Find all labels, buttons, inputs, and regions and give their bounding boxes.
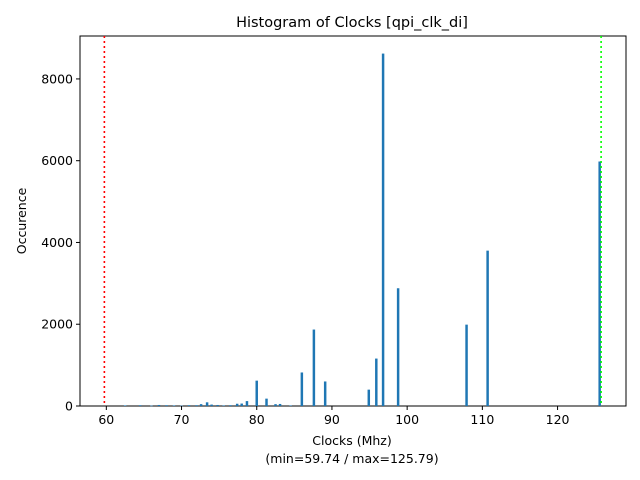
marker-lines	[103, 36, 602, 406]
bar	[138, 405, 142, 406]
bar	[323, 381, 327, 406]
x-tick-label: 100	[395, 412, 419, 427]
bar	[278, 403, 282, 406]
chart-title: Histogram of Clocks [qpi_clk_di]	[236, 15, 468, 31]
x-tick-label: 70	[174, 412, 190, 427]
bar	[381, 53, 385, 406]
bar	[199, 404, 203, 406]
x-tick-label: 120	[546, 412, 570, 427]
x-tick-label: 90	[324, 412, 340, 427]
bar	[172, 405, 176, 406]
x-tick-label: 60	[98, 412, 114, 427]
y-axis: 0 2000 4000 6000 8000	[41, 71, 80, 414]
x-axis-label: Clocks (Mhz)	[312, 433, 391, 448]
bar	[240, 403, 243, 406]
bar	[216, 404, 219, 406]
y-tick-label: 0	[65, 399, 73, 414]
x-tick-label: 80	[249, 412, 265, 427]
bar	[465, 324, 468, 406]
bar	[180, 405, 183, 407]
bar	[195, 405, 198, 406]
x-axis-sublabel: (min=59.74 / max=125.79)	[265, 451, 438, 466]
bar	[157, 404, 161, 406]
bar	[123, 405, 127, 406]
bar	[165, 405, 168, 406]
bar	[255, 380, 258, 406]
bar	[367, 389, 371, 406]
bar	[235, 403, 239, 406]
x-axis: 60 70 80 90 100 110 120	[98, 406, 570, 427]
bar	[274, 404, 277, 406]
plot-frame	[79, 35, 627, 407]
bar	[289, 405, 292, 406]
plot-area	[79, 35, 627, 407]
bar	[265, 398, 268, 406]
y-tick-label: 6000	[41, 153, 73, 168]
bar	[210, 404, 213, 406]
bar	[187, 405, 191, 406]
bar-group	[123, 53, 601, 407]
y-axis-label: Occurence	[14, 187, 29, 254]
bar	[222, 405, 225, 406]
y-tick-label: 4000	[41, 235, 73, 250]
bar	[229, 405, 232, 406]
bar	[486, 250, 489, 406]
bar	[300, 372, 304, 406]
bar	[375, 358, 378, 406]
bar	[396, 288, 400, 406]
bar	[205, 402, 209, 406]
y-tick-label: 2000	[41, 317, 73, 332]
bar	[598, 161, 601, 406]
bar	[312, 329, 316, 406]
x-tick-label: 110	[470, 412, 494, 427]
bar	[245, 401, 249, 406]
bar	[150, 405, 153, 407]
y-tick-label: 8000	[41, 71, 73, 86]
